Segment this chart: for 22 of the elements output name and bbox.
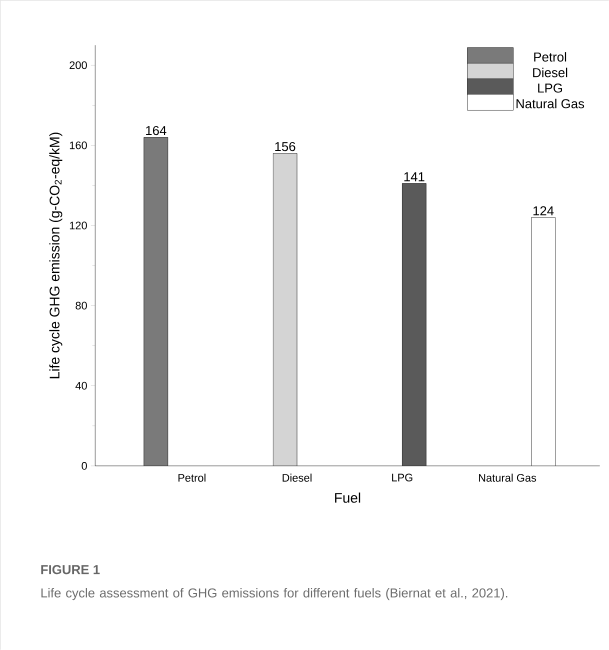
x-tick-label: LPG bbox=[392, 474, 412, 482]
legend-label: Petrol bbox=[534, 52, 566, 62]
legend-label: Natural Gas bbox=[516, 98, 584, 108]
legend-label: LPG bbox=[538, 84, 562, 93]
y-tick-label: 120 bbox=[70, 222, 87, 230]
x-tick-label: Natural Gas bbox=[478, 474, 536, 482]
text: FIGURE 1 bbox=[41, 565, 100, 574]
data-label: 164 bbox=[146, 126, 166, 136]
y-tick-label: 40 bbox=[75, 382, 87, 390]
legend-label: Diesel bbox=[533, 68, 568, 78]
data-label: 156 bbox=[275, 142, 296, 152]
text: Life cycle assessment of GHG emissions for different fuels (Biernat et al., 2021). bbox=[41, 588, 508, 600]
data-label: 141 bbox=[404, 172, 424, 182]
x-tick-label: Diesel bbox=[282, 474, 312, 482]
x-axis-title: Fuel bbox=[335, 492, 360, 503]
y-tick-label: 0 bbox=[82, 462, 87, 470]
x-tick-label: Petrol bbox=[178, 474, 206, 482]
y-tick-label: 200 bbox=[70, 61, 87, 70]
y-tick-label: 160 bbox=[70, 141, 87, 150]
y-tick-label: 80 bbox=[76, 302, 87, 310]
data-label: 124 bbox=[533, 206, 554, 216]
y-axis-title: Life cycle GHG emission (g-CO$_{2}$-eq/kM) bbox=[49, 132, 62, 378]
